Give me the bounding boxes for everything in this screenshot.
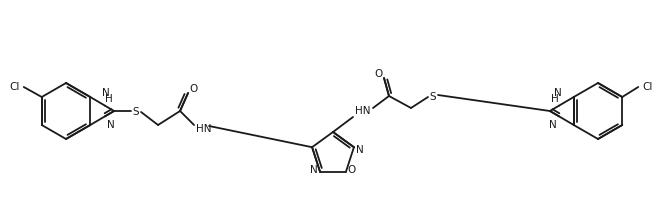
Text: HN: HN bbox=[197, 123, 212, 133]
Text: N: N bbox=[356, 144, 364, 154]
Text: N: N bbox=[107, 120, 115, 130]
Text: HN: HN bbox=[355, 105, 371, 115]
Text: H: H bbox=[551, 93, 559, 103]
Text: S: S bbox=[430, 92, 436, 101]
Text: N: N bbox=[554, 87, 562, 97]
Text: H: H bbox=[105, 93, 113, 103]
Text: O: O bbox=[348, 164, 356, 174]
Text: O: O bbox=[189, 84, 197, 94]
Text: N: N bbox=[310, 164, 318, 174]
Text: S: S bbox=[133, 106, 139, 116]
Text: Cl: Cl bbox=[642, 82, 653, 92]
Text: N: N bbox=[102, 87, 110, 97]
Text: O: O bbox=[375, 69, 383, 79]
Text: N: N bbox=[549, 120, 557, 130]
Text: Cl: Cl bbox=[9, 82, 20, 92]
